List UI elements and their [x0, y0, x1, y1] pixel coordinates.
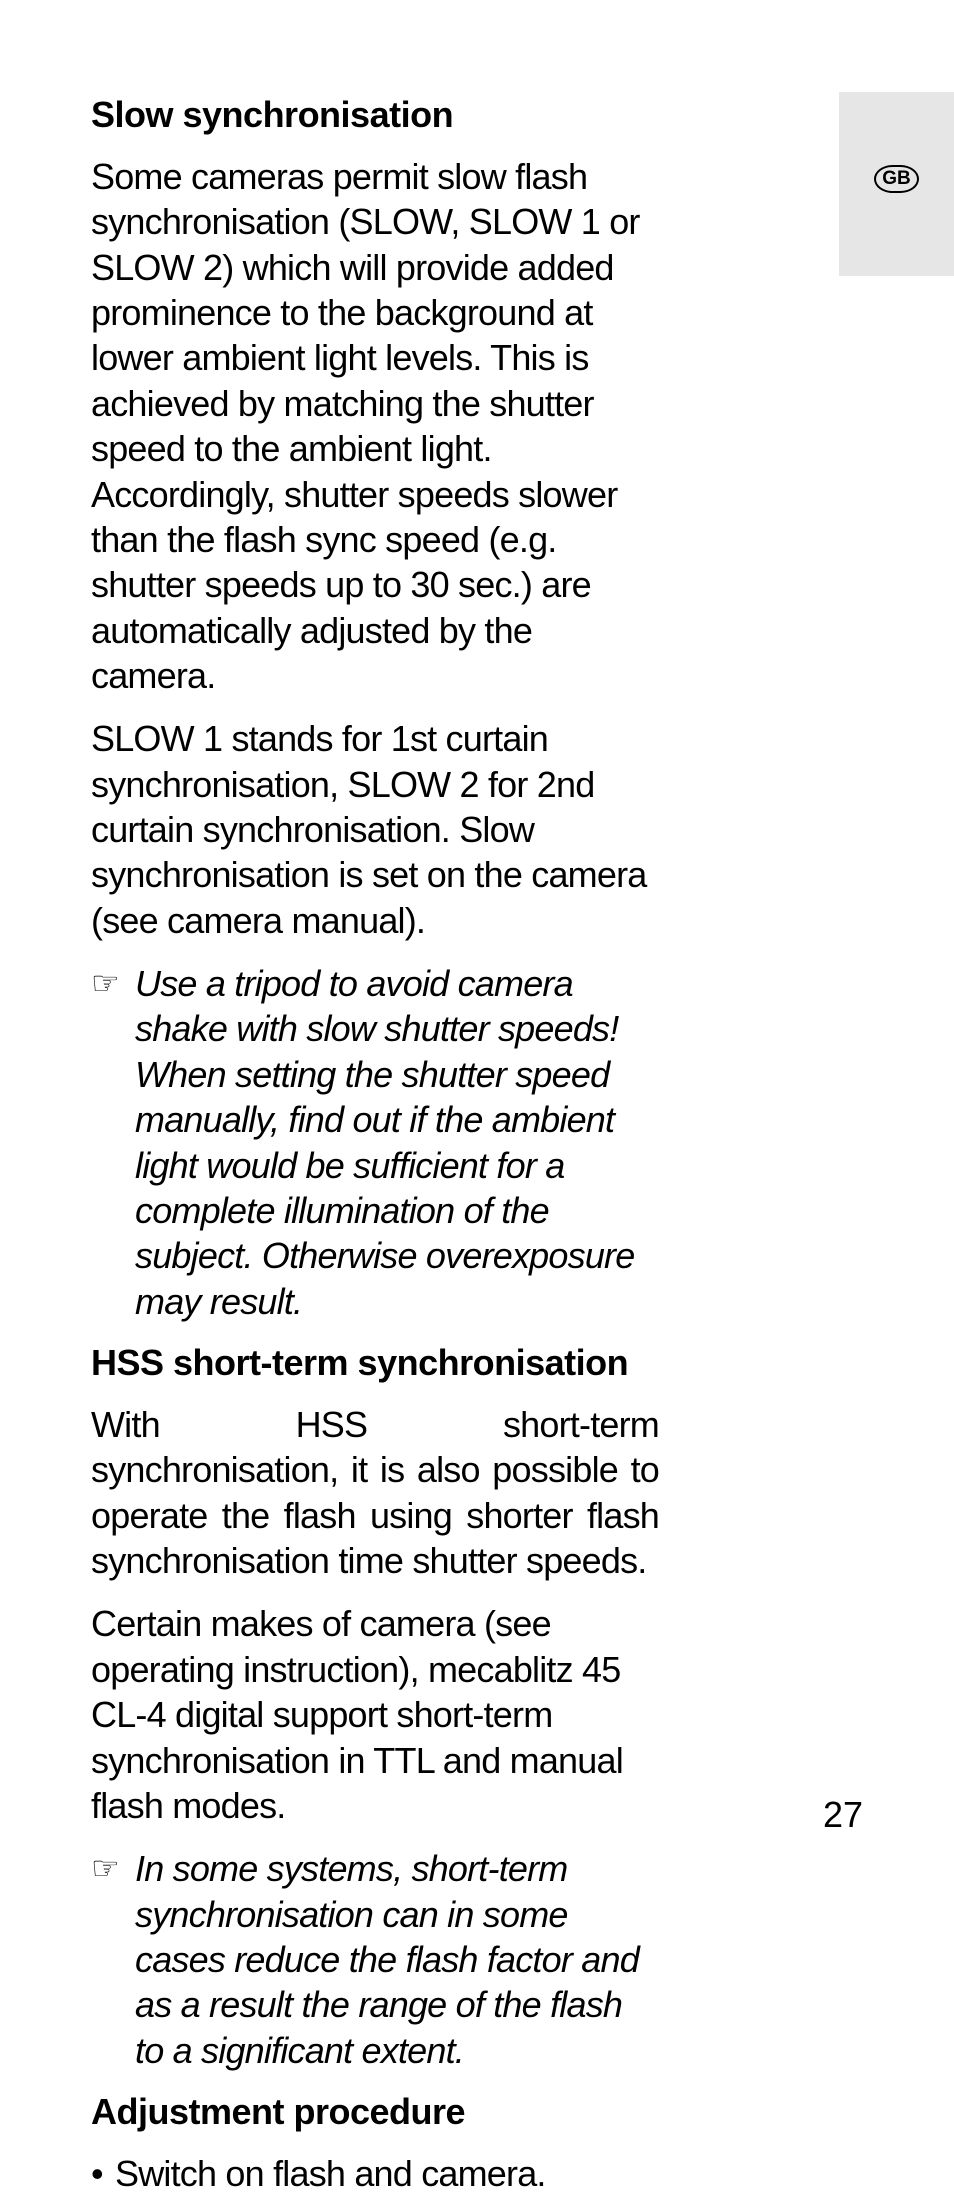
language-badge: GB: [874, 165, 919, 193]
bullet-item: • Switch on flash and camera.: [91, 2151, 659, 2196]
hand-icon: ☞: [91, 1846, 135, 2073]
hand-icon: ☞: [91, 961, 135, 1324]
bullet-text: Switch on flash and camera.: [115, 2151, 546, 2196]
paragraph: Certain makes of camera (see operating i…: [91, 1601, 659, 1828]
heading-adjustment: Adjustment procedure: [91, 2091, 659, 2133]
bullet-icon: •: [91, 2151, 115, 2196]
note-text: In some systems, short-term synchronisat…: [135, 1846, 659, 2073]
heading-slow-sync: Slow synchronisation: [91, 94, 659, 136]
paragraph: Some cameras permit slow flash synchroni…: [91, 154, 659, 698]
paragraph: With HSS short-term synchronisation, it …: [91, 1402, 659, 1583]
heading-hss: HSS short-term synchronisation: [91, 1342, 659, 1384]
note-block: ☞ Use a tripod to avoid camera shake wit…: [91, 961, 659, 1324]
language-tab: GB: [839, 92, 954, 276]
paragraph: SLOW 1 stands for 1st curtain synchronis…: [91, 716, 659, 943]
note-block: ☞ In some systems, short-term synchronis…: [91, 1846, 659, 2073]
page-number: 27: [823, 1794, 863, 1836]
note-text: Use a tripod to avoid camera shake with …: [135, 961, 659, 1324]
page-content: Slow synchronisation Some cameras permit…: [91, 94, 659, 2196]
